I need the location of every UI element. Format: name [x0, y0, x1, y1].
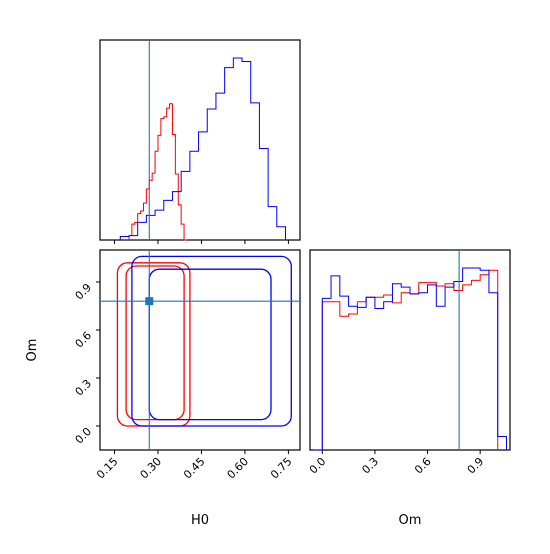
contour-red-level-1 [116, 262, 191, 427]
y-axis-label-om: Om [25, 339, 40, 362]
histogram-layer [119, 57, 507, 451]
h0-tick-label: 0.15 [94, 455, 121, 482]
om-hist-tick-label: 0.6 [412, 455, 434, 477]
x-axis-label-h0: H0 [191, 513, 209, 528]
contour-blue-level-1 [131, 255, 292, 427]
panel-om-vs-h0-frame [99, 249, 301, 451]
truth-lines-layer [100, 40, 460, 450]
contour-layer [116, 255, 292, 427]
h0-tick-label: 0.30 [138, 455, 165, 482]
om-histogram-blue [313, 267, 507, 451]
contour-red-level-2 [125, 265, 185, 421]
panel-om-histogram [309, 249, 511, 451]
om-hist-tick-label: 0.3 [359, 455, 381, 477]
om-tick-label: 0.3 [73, 377, 95, 399]
om-tick-label: 0.6 [73, 329, 95, 351]
h0-histogram-blue [119, 57, 287, 240]
h0-histogram-red [128, 103, 187, 241]
panel-om-histogram-frame [309, 249, 511, 451]
om-hist-tick-label: 0.0 [307, 455, 329, 477]
truth-marker [145, 297, 154, 306]
x-axis-label-om: Om [399, 513, 422, 528]
contour-blue-level-2 [148, 268, 272, 421]
om-hist-tick-label: 0.9 [465, 455, 487, 477]
om-tick-label: 0.9 [73, 281, 95, 303]
panel-h0-histogram-frame [99, 39, 301, 241]
om-tick-label: 0.0 [73, 425, 95, 447]
h0-tick-label: 0.45 [181, 455, 208, 482]
panel-h0-histogram [99, 39, 301, 241]
h0-tick-label: 0.75 [268, 455, 295, 482]
panel-om-vs-h0 [99, 249, 301, 451]
tick-layer: 0.15 0.30 0.45 0.60 0.75 0.0 0.0 0.3 0.3 0.6 0.6 0.… [73, 240, 487, 482]
h0-tick-label: 0.60 [225, 455, 252, 482]
